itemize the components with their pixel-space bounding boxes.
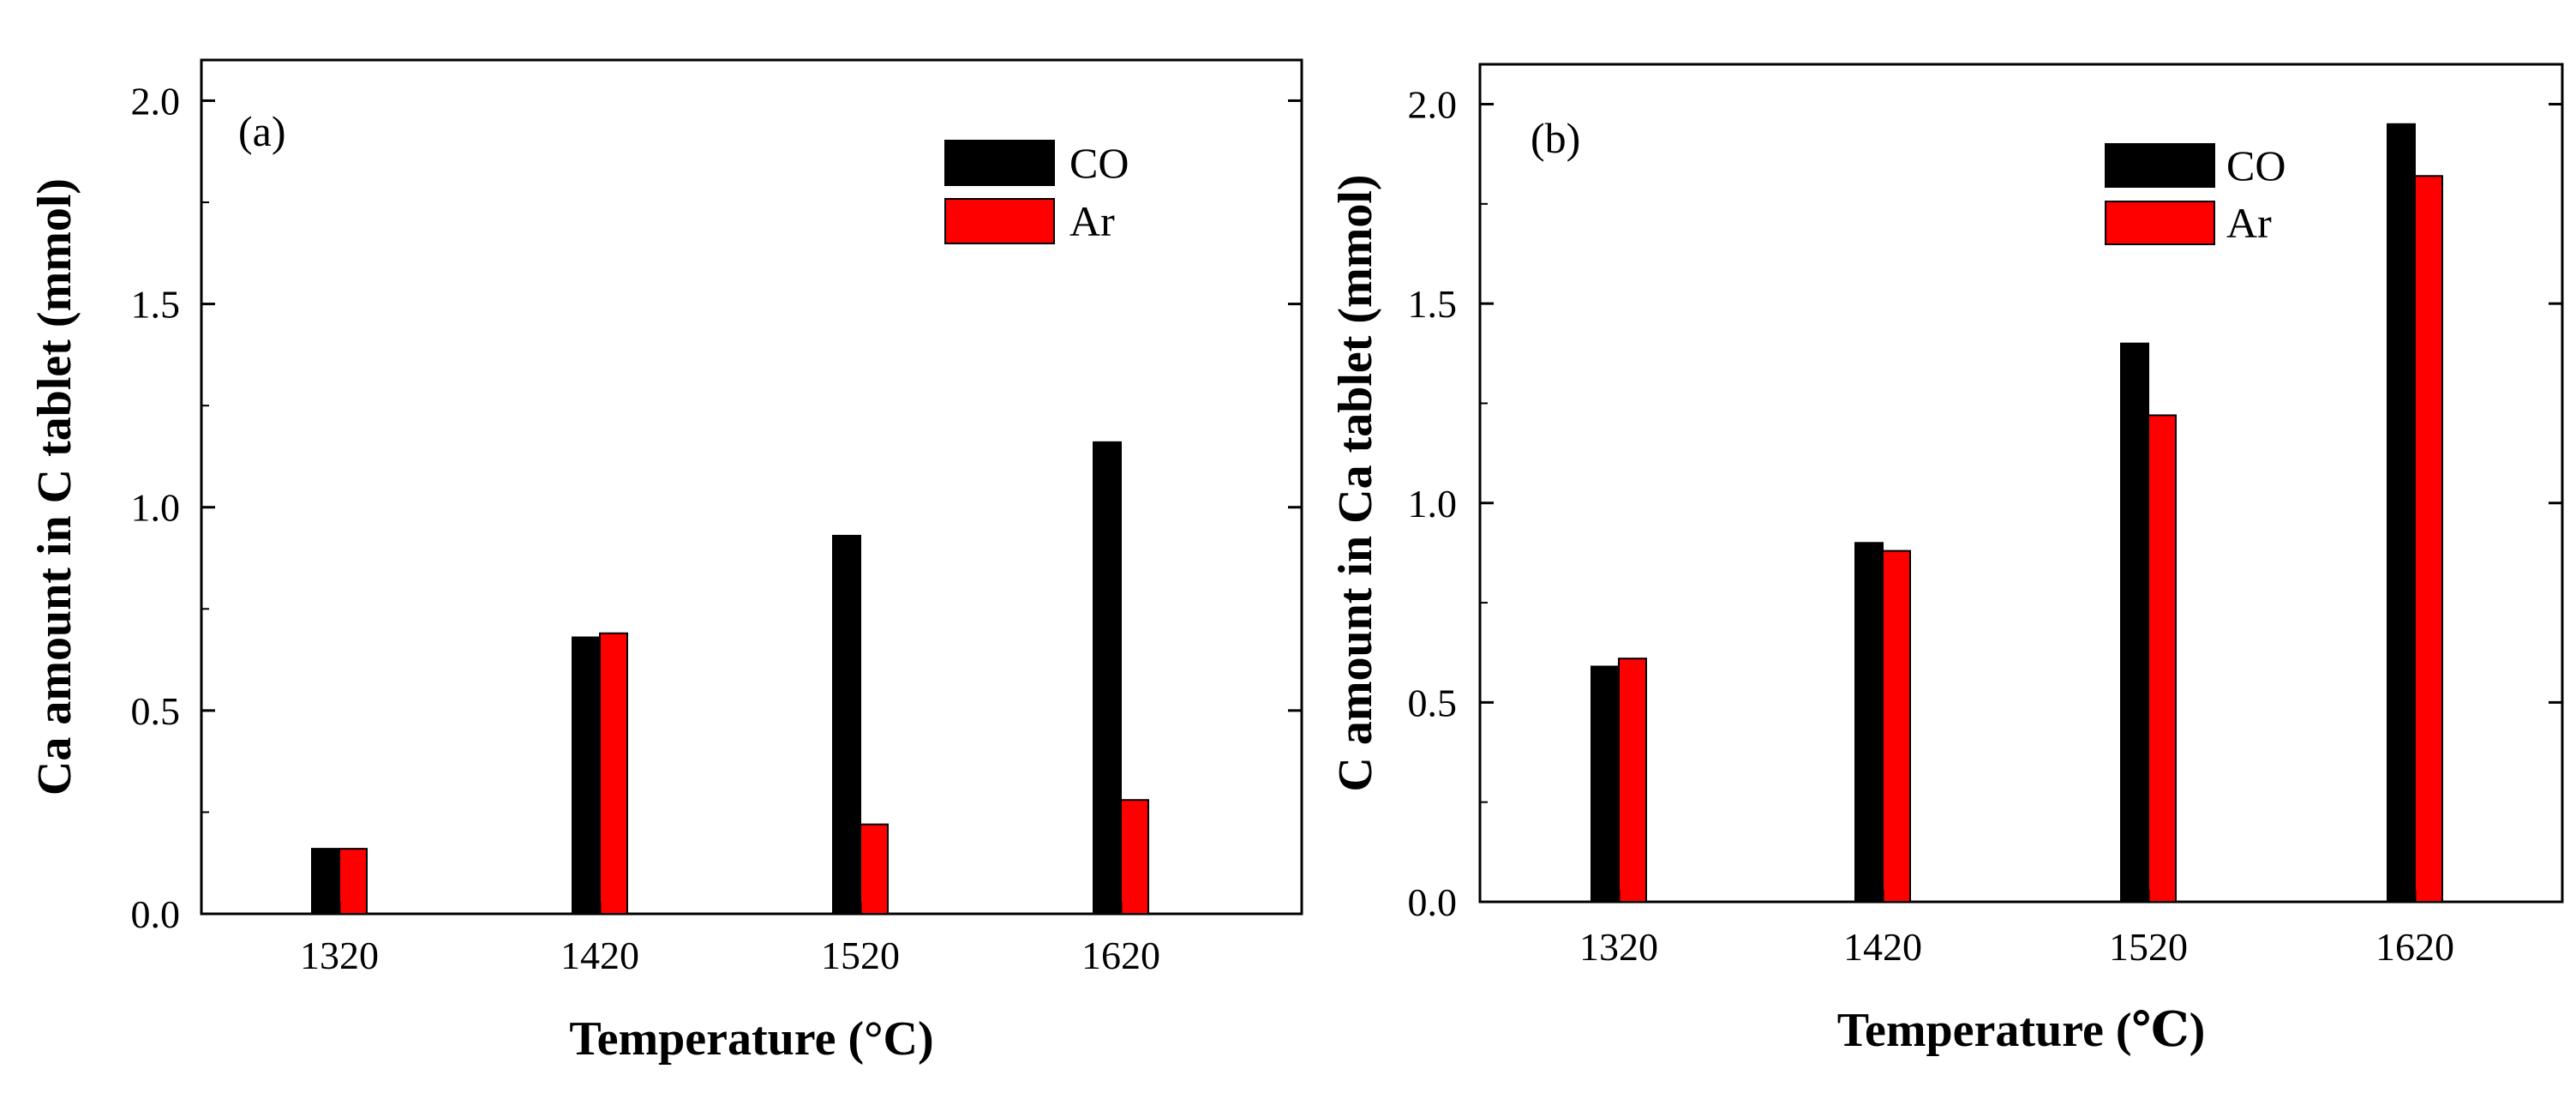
x-tick-label: 1620 xyxy=(1081,934,1160,977)
panel-label: (b) xyxy=(1531,114,1580,162)
x-tick-label: 1520 xyxy=(2109,925,2188,969)
bar-ar-1320 xyxy=(338,848,368,915)
legend-label-co: CO xyxy=(2226,141,2285,189)
x-axis-label: Temperature (℃) xyxy=(1837,1004,2205,1057)
legend: CO Ar xyxy=(2105,141,2285,247)
y-tick-label: 1.5 xyxy=(131,283,181,327)
y-axis-label: C amount in Ca tablet (mmol) xyxy=(1329,174,1382,791)
y-tick-label: 0.0 xyxy=(1408,880,1458,924)
legend-label-co: CO xyxy=(1069,139,1129,187)
legend-label-ar: Ar xyxy=(1069,197,1115,245)
x-tick-label: 1320 xyxy=(300,934,379,977)
bar-co-1520 xyxy=(2120,342,2149,903)
legend-swatch-co xyxy=(944,140,1055,186)
chart-panel-b: 0.0 0.5 1.0 1.5 2.0 1320 1420 1520 1620 (b) CO Ar Te… xyxy=(1329,63,2564,1057)
legend: CO Ar xyxy=(944,139,1129,245)
bar-co-1520 xyxy=(832,534,861,916)
bar-co-1320 xyxy=(1591,665,1620,903)
y-tick-label: 0.5 xyxy=(131,689,181,733)
chart-panel-a: 0.0 0.5 1.0 1.5 2.0 1320 1420 1520 1620 (a) CO Ar Te… xyxy=(28,58,1303,1066)
legend-label-ar: Ar xyxy=(2226,199,2272,247)
legend-swatch-ar xyxy=(2105,201,2215,245)
bar-ar-1420 xyxy=(599,632,628,915)
x-tick-label: 1420 xyxy=(1843,925,1922,969)
bar-co-1620 xyxy=(1093,441,1122,915)
bar-co-1420 xyxy=(572,636,601,915)
y-axis-label: Ca amount in C tablet (mmol) xyxy=(28,178,81,796)
bar-co-1620 xyxy=(2387,123,2416,904)
y-tick-label: 2.0 xyxy=(131,79,181,123)
bar-ar-1620 xyxy=(2414,175,2443,903)
plot-frame xyxy=(1478,63,2564,904)
bar-ar-1420 xyxy=(1882,550,1911,903)
bar-ar-1520 xyxy=(2148,414,2177,903)
y-tick-label: 1.0 xyxy=(1408,482,1458,525)
legend-swatch-ar xyxy=(944,198,1055,244)
y-tick-label: 0.5 xyxy=(1408,681,1458,724)
y-tick-label: 1.0 xyxy=(131,486,181,530)
y-tick-label: 1.5 xyxy=(1408,282,1458,326)
bar-co-1420 xyxy=(1854,542,1884,903)
bar-ar-1320 xyxy=(1618,658,1647,903)
x-tick-label: 1620 xyxy=(2375,925,2454,969)
legend-swatch-co xyxy=(2105,143,2215,188)
x-tick-label: 1520 xyxy=(821,934,900,977)
bar-co-1320 xyxy=(311,848,340,915)
plot-frame xyxy=(200,58,1303,916)
bar-ar-1620 xyxy=(1120,799,1149,916)
x-axis-label: Temperature (°C) xyxy=(569,1012,933,1066)
x-tick-label: 1320 xyxy=(1579,925,1658,969)
bar-ar-1520 xyxy=(860,823,889,916)
x-tick-label: 1420 xyxy=(560,934,639,977)
y-tick-label: 0.0 xyxy=(131,892,181,936)
y-tick-label: 2.0 xyxy=(1408,83,1458,127)
panel-label: (a) xyxy=(238,107,286,155)
